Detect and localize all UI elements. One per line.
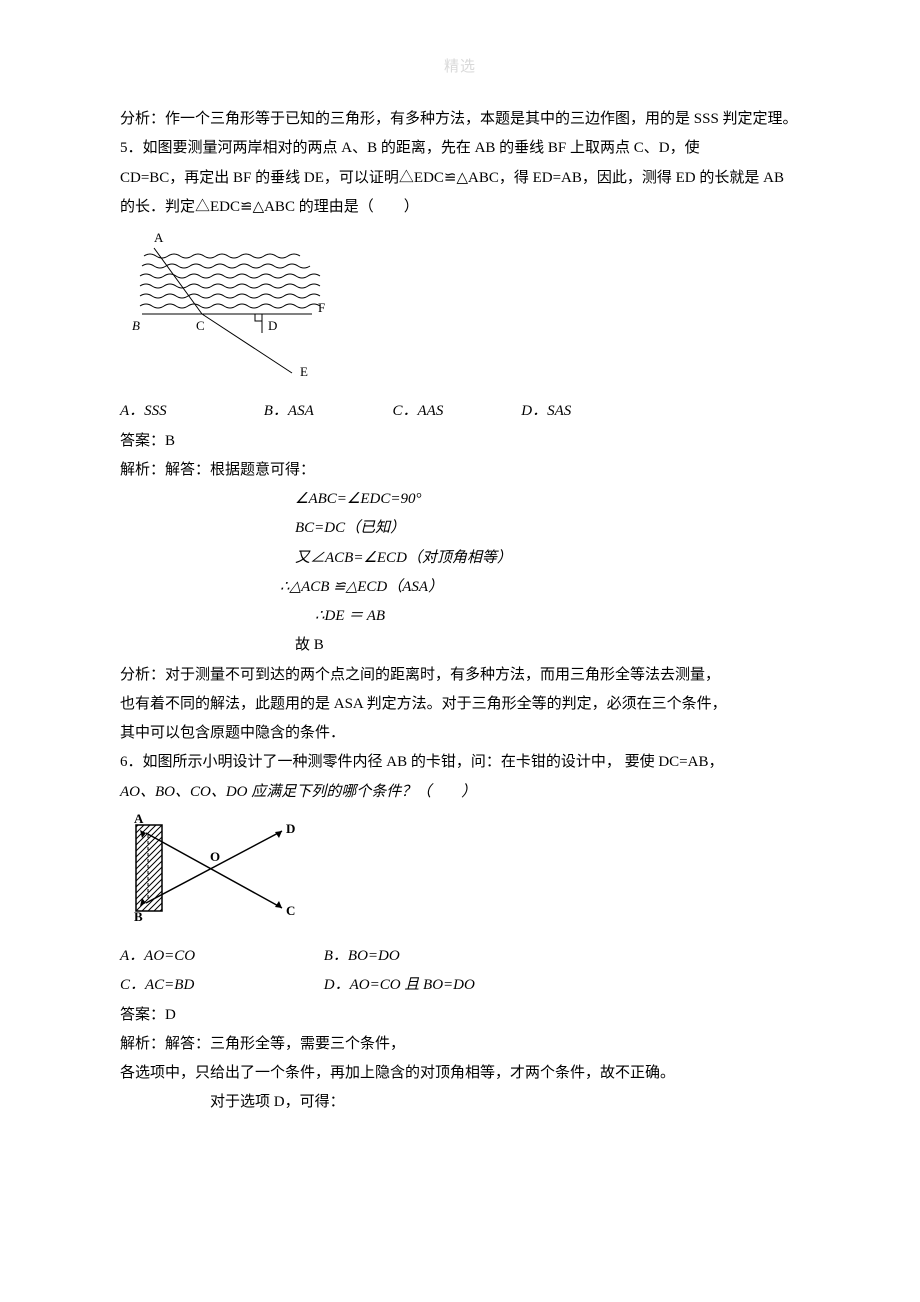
- q6-figure: A B O D C: [132, 813, 800, 934]
- q5-stem-l2: CD=BC，再定出 BF 的垂线 DE，可以证明△EDC≌△ABC，得 ED=A…: [120, 164, 800, 193]
- q5-sol-l1: ∠ABC=∠EDC=90°: [120, 485, 800, 514]
- q5-fig-label-d: D: [268, 318, 277, 333]
- document-body: 分析：作一个三角形等于已知的三角形，有多种方法，本题是其中的三边作图，用的是 S…: [120, 105, 800, 1118]
- q6-option-c: C．AC=BD: [120, 971, 320, 1000]
- q6-options-row1: A．AO=CO B．BO=DO: [120, 942, 800, 971]
- q6-fig-label-d: D: [286, 821, 295, 836]
- q5-sol-l6: 故 B: [120, 631, 800, 660]
- q5-figure: A B C D E F: [132, 228, 800, 389]
- q5-fig-label-b: B: [132, 318, 140, 333]
- q6-stem-l2: AO、BO、CO、DO 应满足下列的哪个条件？（ ）: [120, 778, 800, 807]
- q6-sol-l3: 对于选项 D，可得：: [120, 1088, 800, 1117]
- q6-options-row2: C．AC=BD D．AO=CO 且 BO=DO: [120, 971, 800, 1000]
- q5-sol-l2: BC=DC（已知）: [120, 514, 800, 543]
- q5-fig-label-e: E: [300, 364, 308, 378]
- q6-option-b: B．BO=DO: [324, 942, 400, 971]
- q5-option-d: D．SAS: [521, 397, 571, 426]
- q5-analysis-l1: 分析：对于测量不可到达的两个点之间的距离时，有多种方法，而用三角形全等法去测量，: [120, 661, 800, 690]
- header-watermark: 精选: [0, 55, 920, 76]
- q5-fig-label-a: A: [154, 230, 164, 245]
- q5-stem-l1: 5．如图要测量河两岸相对的两点 A、B 的距离，先在 AB 的垂线 BF 上取两…: [120, 134, 800, 163]
- q6-fig-label-b: B: [134, 909, 143, 923]
- q5-fig-label-f: F: [318, 300, 325, 315]
- q5-analysis-l2: 也有着不同的解法，此题用的是 ASA 判定方法。对于三角形全等的判定，必须在三个…: [120, 690, 800, 719]
- q5-answer: 答案：B: [120, 427, 800, 456]
- q4-analysis: 分析：作一个三角形等于已知的三角形，有多种方法，本题是其中的三边作图，用的是 S…: [120, 105, 800, 134]
- q5-sol-l4: ∴△ACB ≌△ECD（ASA）: [120, 573, 800, 602]
- q6-stem-l1: 6．如图所示小明设计了一种测零件内径 AB 的卡钳，问：在卡钳的设计中， 要使 …: [120, 748, 800, 777]
- q6-option-a: A．AO=CO: [120, 942, 320, 971]
- q6-answer: 答案：D: [120, 1001, 800, 1030]
- q6-sol-l2: 各选项中，只给出了一个条件，再加上隐含的对顶角相等，才两个条件，故不正确。: [120, 1059, 800, 1088]
- q5-option-b: B．ASA: [264, 397, 389, 426]
- q6-option-d: D．AO=CO 且 BO=DO: [324, 971, 475, 1000]
- q5-analysis-l3: 其中可以包含原题中隐含的条件．: [120, 719, 800, 748]
- q6-fig-label-c: C: [286, 903, 295, 918]
- q5-options: A．SSS B．ASA C．AAS D．SAS: [120, 397, 800, 426]
- q6-sol-l1: 解析：解答：三角形全等，需要三个条件，: [120, 1030, 800, 1059]
- q5-stem-l3: 的长．判定△EDC≌△ABC 的理由是（ ）: [120, 193, 800, 222]
- q5-solution-head: 解析：解答：根据题意可得：: [120, 456, 800, 485]
- q5-option-c: C．AAS: [393, 397, 518, 426]
- q5-sol-l5: ∴DE ＝ AB: [120, 602, 800, 631]
- q5-sol-l3: 又∠ACB=∠ECD（对顶角相等）: [120, 544, 800, 573]
- q5-option-a: A．SSS: [120, 397, 260, 426]
- q6-fig-label-o: O: [210, 849, 220, 864]
- q6-fig-label-a: A: [134, 813, 144, 826]
- q5-fig-label-c: C: [196, 318, 205, 333]
